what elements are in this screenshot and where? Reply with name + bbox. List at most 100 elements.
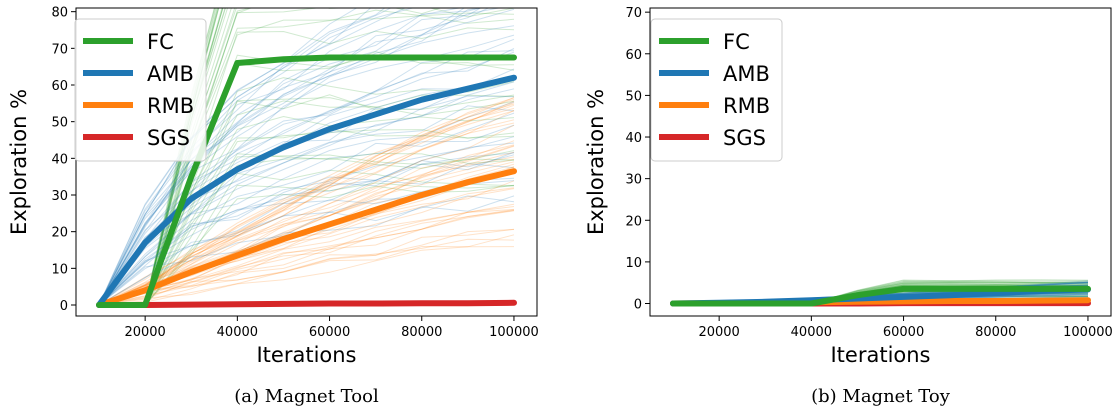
- run-trace-fc: [99, 8, 219, 306]
- figure-caption: (b) Magnet Toy: [811, 386, 951, 407]
- run-trace-rmb: [98, 228, 515, 306]
- run-trace-fc: [99, 129, 515, 306]
- run-trace-amb: [98, 8, 484, 306]
- y-tick-label: 50: [625, 89, 642, 104]
- y-tick-label: 70: [625, 6, 642, 21]
- run-trace-fc: [99, 15, 515, 306]
- run-trace-amb: [98, 8, 490, 306]
- run-trace-amb: [98, 8, 482, 306]
- run-trace-rmb: [98, 203, 515, 306]
- y-tick-label: 0: [60, 299, 68, 314]
- run-trace-rmb: [98, 102, 515, 306]
- run-trace-rmb: [98, 122, 515, 306]
- x-tick-label: 80000: [401, 325, 442, 340]
- run-trace-amb: [98, 8, 466, 306]
- x-axis-label: Iterations: [830, 343, 930, 367]
- run-trace-amb: [98, 8, 358, 306]
- y-tick-label: 30: [625, 173, 642, 188]
- x-tick-label: 60000: [883, 325, 924, 340]
- plot-frame: [75, 7, 538, 317]
- y-tick-label: 10: [51, 262, 68, 277]
- run-trace-rmb: [98, 246, 515, 306]
- run-trace-fc: [99, 8, 515, 306]
- legend-label-fc: FC: [723, 30, 750, 54]
- y-tick-label: 70: [51, 42, 68, 57]
- run-trace-rmb: [98, 98, 515, 306]
- x-axis-label: Iterations: [256, 343, 356, 367]
- plot-frame: [649, 7, 1112, 317]
- run-trace-rmb: [98, 209, 515, 306]
- run-trace-rmb: [98, 97, 515, 306]
- run-trace-rmb: [98, 180, 515, 306]
- plot-contents: [670, 279, 1091, 307]
- series-line-amb: [96, 74, 517, 308]
- series-line-sgs: [96, 299, 517, 308]
- legend-label-amb: AMB: [147, 62, 194, 86]
- run-trace-rmb: [98, 188, 515, 306]
- x-tick-label: 20000: [698, 325, 739, 340]
- y-tick-label: 20: [51, 226, 68, 241]
- run-trace-rmb: [98, 107, 515, 306]
- run-trace-amb: [98, 8, 483, 306]
- legend-label-rmb: RMB: [723, 94, 770, 118]
- y-tick-label: 80: [51, 6, 68, 21]
- run-trace-amb: [98, 195, 515, 306]
- run-trace-amb: [98, 95, 515, 306]
- run-trace-fc: [99, 184, 515, 306]
- chart-magnet-toy: 20000 40000 60000 80000 100000 0 10 20 30 40 50 60 7…: [584, 6, 1113, 407]
- run-trace-fc: [99, 8, 220, 306]
- run-trace-fc: [99, 94, 515, 306]
- legend-label-rmb: RMB: [147, 94, 194, 118]
- y-tick-label: 20: [625, 214, 642, 229]
- series-line-fc: [670, 285, 1091, 307]
- y-axis-label: Exploration %: [7, 89, 31, 235]
- run-trace-rmb: [98, 119, 515, 306]
- run-trace-fc: [99, 128, 515, 306]
- series-line-rmb: [96, 168, 517, 308]
- legend-box: [74, 18, 207, 162]
- x-tick-label: 40000: [791, 325, 832, 340]
- x-tick-label: 80000: [975, 325, 1016, 340]
- run-trace-amb: [98, 48, 515, 306]
- run-trace-fc: [99, 9, 515, 306]
- run-trace-rmb: [98, 140, 515, 306]
- run-trace-fc: [99, 8, 229, 306]
- legend-label-sgs: SGS: [723, 126, 766, 150]
- x-tick-label: 60000: [309, 325, 350, 340]
- run-trace-amb: [98, 8, 406, 306]
- run-trace-rmb: [98, 208, 515, 306]
- run-trace-fc: [99, 8, 226, 306]
- run-trace-rmb: [98, 145, 515, 306]
- run-trace-rmb: [98, 210, 515, 306]
- run-trace-rmb: [98, 110, 515, 306]
- run-trace-amb: [98, 51, 515, 306]
- run-trace-fc: [99, 8, 224, 306]
- run-trace-fc: [99, 8, 219, 306]
- run-trace-amb: [98, 8, 392, 306]
- figure-caption: (a) Magnet Tool: [234, 386, 379, 407]
- y-tick-label: 60: [51, 79, 68, 94]
- y-tick-label: 50: [51, 116, 68, 131]
- run-trace-amb: [98, 8, 502, 306]
- run-trace-fc: [99, 8, 442, 306]
- run-trace-fc: [99, 8, 216, 306]
- run-trace-amb: [98, 101, 515, 306]
- x-tick-label: 20000: [124, 325, 165, 340]
- run-trace-fc: [99, 169, 515, 306]
- run-trace-fc: [99, 8, 224, 306]
- run-trace-fc: [99, 150, 515, 306]
- run-trace-fc: [99, 8, 351, 306]
- run-trace-fc: [99, 115, 515, 306]
- run-trace-rmb: [98, 234, 515, 306]
- legend-label-fc: FC: [147, 30, 174, 54]
- y-axis-label: Exploration %: [584, 89, 608, 235]
- y-tick-label: 40: [51, 152, 68, 167]
- x-tick-label: 100000: [489, 325, 539, 340]
- run-trace-rmb: [98, 100, 515, 306]
- y-tick-label: 40: [625, 131, 642, 146]
- run-trace-rmb: [98, 229, 515, 306]
- legend-box: [650, 18, 783, 162]
- run-trace-fc: [99, 8, 216, 306]
- y-tick-label: 60: [625, 48, 642, 63]
